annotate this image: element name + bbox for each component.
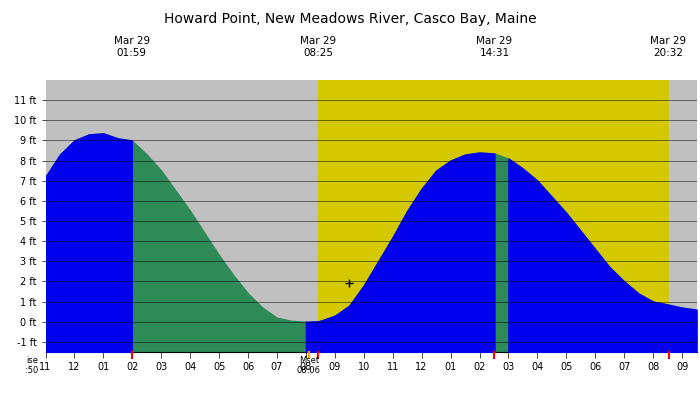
Bar — [46, 80, 318, 352]
Text: Mar 29
08:25: Mar 29 08:25 — [300, 36, 336, 58]
Text: Mar 29
01:59: Mar 29 01:59 — [113, 36, 150, 58]
Bar — [668, 80, 696, 352]
Text: Mar 29
20:32: Mar 29 20:32 — [650, 36, 687, 58]
Text: Mset
08:06: Mset 08:06 — [297, 356, 321, 375]
Bar — [318, 80, 668, 352]
Text: Howard Point, New Meadows River, Casco Bay, Maine: Howard Point, New Meadows River, Casco B… — [164, 12, 536, 26]
Text: ise
:50: ise :50 — [25, 356, 38, 375]
Text: Mar 29
14:31: Mar 29 14:31 — [477, 36, 512, 58]
